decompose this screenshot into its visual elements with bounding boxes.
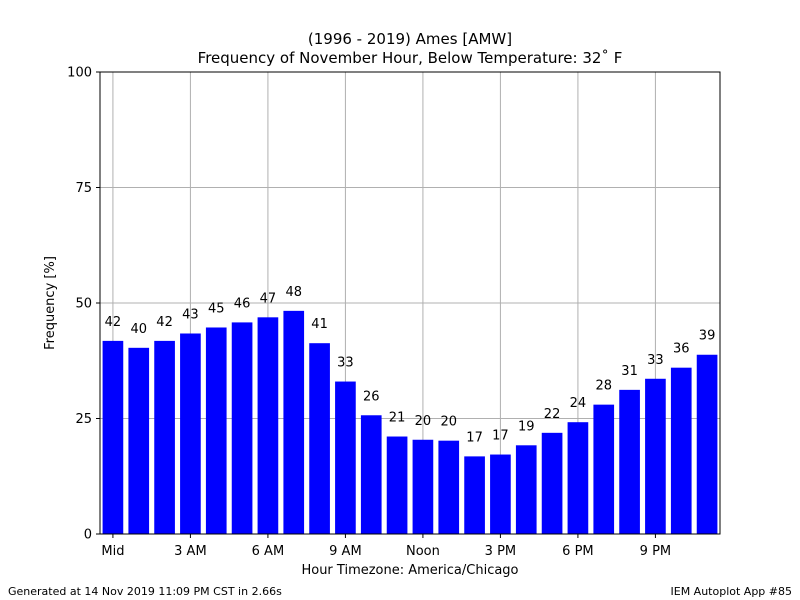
bar-value-label: 39	[699, 329, 716, 344]
bar-value-label: 46	[234, 296, 251, 311]
bar-value-label: 17	[466, 430, 483, 445]
x-tick-label: 9 AM	[329, 544, 362, 559]
bar-value-label: 47	[260, 291, 277, 306]
bar-value-label: 48	[285, 285, 302, 300]
bar-value-label: 19	[518, 419, 535, 434]
x-tick-label: Mid	[101, 544, 124, 559]
bar-value-label: 22	[544, 407, 561, 422]
footer-generated-text: Generated at 14 Nov 2019 11:09 PM CST in…	[8, 585, 282, 598]
bar	[283, 310, 305, 534]
y-tick-label: 50	[75, 297, 92, 312]
bar	[464, 456, 485, 534]
bar-value-label: 36	[673, 342, 690, 357]
x-tick-label: 3 AM	[174, 544, 207, 559]
data-labels: 42 40 42 43 45 46 47 48 41 33 26 21 20 20 17 17 19 22 24 28…	[105, 285, 716, 446]
y-tick-label: 75	[75, 181, 92, 196]
chart-subtitle: Frequency of November Hour, Below Temper…	[198, 49, 623, 67]
bar-value-label: 26	[363, 389, 380, 404]
bar	[593, 404, 615, 534]
bar-value-label: 20	[415, 414, 432, 429]
bar	[154, 340, 175, 534]
bars	[102, 310, 718, 534]
bar	[541, 432, 563, 534]
bar-value-label: 43	[182, 307, 199, 322]
footer-app-label: IEM Autoplot App #85	[670, 585, 793, 598]
bar	[180, 333, 201, 534]
bar-value-label: 45	[208, 301, 225, 316]
x-axis-label: Hour Timezone: America/Chicago	[301, 563, 518, 578]
y-tick-label: 0	[84, 528, 92, 543]
bar	[515, 445, 537, 534]
bar-value-label: 20	[440, 415, 457, 430]
y-axis-label: Frequency [%]	[43, 256, 58, 350]
bar-value-label: 31	[621, 364, 638, 379]
bar	[335, 381, 356, 534]
bar-value-label: 42	[156, 315, 173, 330]
bar	[360, 415, 382, 534]
bar	[696, 354, 718, 534]
bar	[490, 454, 511, 534]
y-axis-ticks: 0 25 50 75 100	[67, 66, 100, 543]
y-tick-label: 100	[67, 66, 92, 81]
bar	[645, 378, 666, 534]
x-tick-label: 3 PM	[485, 544, 516, 559]
bar	[102, 340, 124, 534]
bar-value-label: 41	[311, 317, 328, 332]
bar	[309, 343, 330, 534]
x-tick-label: 6 AM	[252, 544, 285, 559]
y-tick-label: 25	[75, 412, 92, 427]
bar-value-label: 17	[492, 429, 509, 444]
bar	[619, 389, 640, 534]
bar-value-label: 28	[595, 379, 612, 394]
bar-value-label: 24	[570, 396, 587, 411]
bar-value-label: 33	[647, 353, 664, 368]
x-tick-label: Noon	[406, 544, 440, 559]
bar-value-label: 42	[105, 315, 122, 330]
x-axis-ticks: Mid 3 AM 6 AM 9 AM Noon 3 PM 6 PM 9 PM	[101, 534, 671, 559]
chart-title: (1996 - 2019) Ames [AMW]	[308, 30, 512, 48]
bar	[438, 440, 460, 534]
bar	[412, 439, 434, 534]
bar	[567, 422, 589, 534]
bar	[386, 436, 408, 534]
bar-value-label: 40	[130, 322, 147, 337]
bar-value-label: 21	[389, 411, 406, 426]
bar	[257, 317, 279, 534]
bar	[205, 327, 227, 534]
bar	[231, 322, 253, 534]
bar	[670, 367, 692, 534]
bar-value-label: 33	[337, 356, 354, 371]
x-tick-label: 9 PM	[640, 544, 671, 559]
bar	[128, 347, 150, 534]
x-tick-label: 6 PM	[562, 544, 593, 559]
